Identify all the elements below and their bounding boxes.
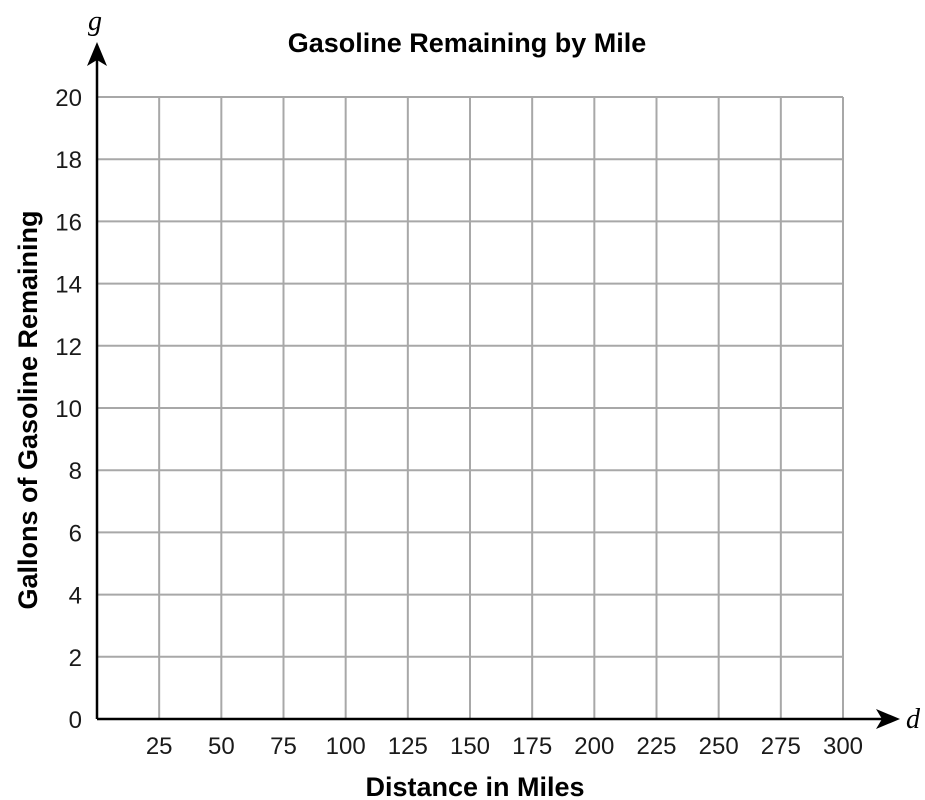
y-tick-label: 10 [55,396,82,423]
y-tick-label: 6 [69,520,82,547]
x-tick-label: 225 [636,733,676,760]
y-tick-label: 2 [69,645,82,672]
y-axis-arrow-icon [87,42,107,66]
x-tick-label: 275 [761,733,801,760]
y-tick-label: 4 [69,583,82,610]
x-tick-label: 75 [270,733,297,760]
x-axis-variable: d [906,704,921,735]
axes [87,42,900,729]
grid [97,96,844,719]
y-axis-variable: g [88,6,102,37]
chart-title: Gasoline Remaining by Mile [288,28,647,58]
y-tick-label: 18 [55,147,82,174]
x-tick-label: 150 [450,733,490,760]
x-tick-label: 50 [208,733,235,760]
x-tick-label: 300 [823,733,863,760]
x-tick-label: 175 [512,733,552,760]
x-tick-label: 100 [326,733,366,760]
x-tick-label: 125 [388,733,428,760]
y-axis-title: Gallons of Gasoline Remaining [13,210,43,609]
x-tick-label: 25 [146,733,173,760]
y-tick-label: 12 [55,334,82,361]
tick-labels: 25 50 75 100 125 150 175 200 225 250 275 300 0 2 4 6 8 10… [55,85,863,760]
y-tick-label: 0 [69,707,82,734]
x-tick-label: 200 [574,733,614,760]
x-tick-label: 250 [699,733,739,760]
x-axis-title: Distance in Miles [365,772,584,800]
x-axis-arrow-icon [876,709,900,729]
y-tick-label: 16 [55,209,82,236]
y-tick-label: 20 [55,85,82,112]
y-tick-label: 8 [69,458,82,485]
y-tick-label: 14 [55,272,82,299]
